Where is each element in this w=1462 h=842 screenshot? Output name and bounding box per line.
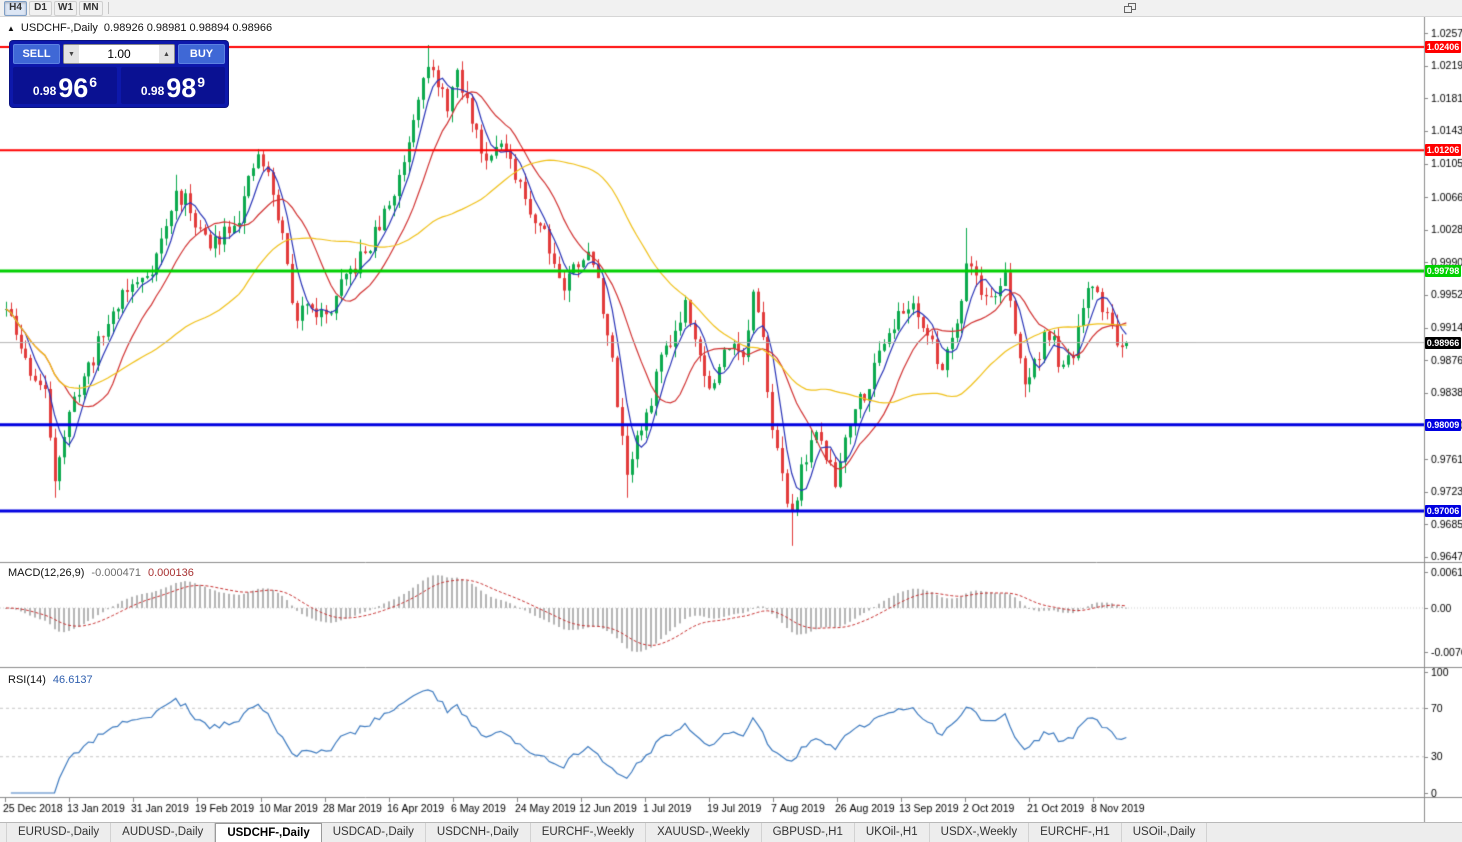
toolbar-separator: [107, 2, 109, 14]
sell-button[interactable]: SELL: [13, 44, 60, 64]
volume-decrease-button[interactable]: ▼: [64, 45, 79, 63]
one-click-trading-panel: SELL ▼ ▲ BUY 0.98 96 6 0.98 98 9: [10, 41, 228, 107]
timeframe-button-d1[interactable]: D1: [29, 0, 52, 16]
chart-tab-usdcad-daily[interactable]: USDCAD-,Daily: [322, 823, 426, 842]
chart-tab-audusd-daily[interactable]: AUDUSD-,Daily: [111, 823, 216, 842]
chart-tab-bar: EURUSD-,Daily AUDUSD-,Daily USDCHF-,Daily U…: [0, 822, 1462, 842]
sell-price-prefix: 0.98: [32, 84, 57, 98]
macd-indicator-label: MACD(12,26,9) -0.000471 0.000136: [8, 567, 194, 579]
buy-price-display[interactable]: 0.98 98 9: [121, 67, 225, 104]
ohlc-values: 0.98926 0.98981 0.98894 0.98966: [103, 22, 273, 34]
rsi-name: RSI(14): [8, 674, 46, 686]
macd-name: MACD(12,26,9): [8, 567, 85, 579]
toolbar: H4 D1 W1 MN: [0, 0, 1462, 17]
chart-tab-usoil-daily[interactable]: USOil-,Daily: [1122, 823, 1208, 842]
chart-tab-usdchf-daily[interactable]: USDCHF-,Daily: [215, 823, 322, 842]
chart-tab-eurchf-weekly[interactable]: EURCHF-,Weekly: [531, 823, 647, 842]
chart-tab-gbpusd-h1[interactable]: GBPUSD-,H1: [762, 823, 855, 842]
price-line-badge: 1.02406: [1425, 41, 1461, 54]
sell-price-big: 96: [58, 73, 89, 103]
rsi-value: 46.6137: [52, 674, 93, 686]
chart-tab-eurchf-h1[interactable]: EURCHF-,H1: [1029, 823, 1122, 842]
volume-increase-button[interactable]: ▲: [159, 45, 174, 63]
buy-price-prefix: 0.98: [140, 84, 165, 98]
volume-control: ▼ ▲: [63, 44, 175, 64]
symbol-ohlc-label: ▲ USDCHF-,Daily 0.98926 0.98981 0.98894 …: [7, 22, 272, 34]
chart-tab-usdcnh-daily[interactable]: USDCNH-,Daily: [426, 823, 531, 842]
chart-canvas[interactable]: [0, 0, 1462, 822]
timeframe-toolbar: H4 D1 W1 MN: [0, 0, 114, 16]
sell-price-pip: 6: [89, 74, 98, 90]
buy-button[interactable]: BUY: [178, 44, 225, 64]
restore-window-icon[interactable]: [1124, 3, 1136, 14]
current-price-badge: 0.98966: [1425, 336, 1461, 349]
macd-signal-value: 0.000136: [147, 567, 194, 579]
price-line-badge: 0.98009: [1425, 418, 1461, 431]
chart-tab-ukoil-h1[interactable]: UKOil-,H1: [855, 823, 930, 842]
price-line-badge: 0.97006: [1425, 504, 1461, 517]
chart-marker-icon: ▲: [7, 23, 15, 33]
buy-price-pip: 9: [197, 74, 206, 90]
timeframe-button-w1[interactable]: W1: [54, 0, 77, 16]
chart-tab-xauusd-weekly[interactable]: XAUUSD-,Weekly: [646, 823, 762, 842]
volume-input[interactable]: [79, 45, 159, 63]
price-line-badge: 1.01206: [1425, 144, 1461, 157]
timeframe-button-mn[interactable]: MN: [79, 0, 103, 16]
buy-price-big: 98: [166, 73, 197, 103]
timeframe-button-h4[interactable]: H4: [4, 0, 27, 16]
chart-tab-eurusd-daily[interactable]: EURUSD-,Daily: [6, 823, 112, 842]
price-line-badge: 0.99798: [1425, 265, 1461, 278]
macd-main-value: -0.000471: [91, 567, 141, 579]
rsi-indicator-label: RSI(14) 46.6137: [8, 674, 93, 686]
sell-price-display[interactable]: 0.98 96 6: [13, 67, 117, 104]
symbol-name: USDCHF-,Daily: [20, 22, 98, 34]
chart-tab-usdx-weekly[interactable]: USDX-,Weekly: [930, 823, 1030, 842]
